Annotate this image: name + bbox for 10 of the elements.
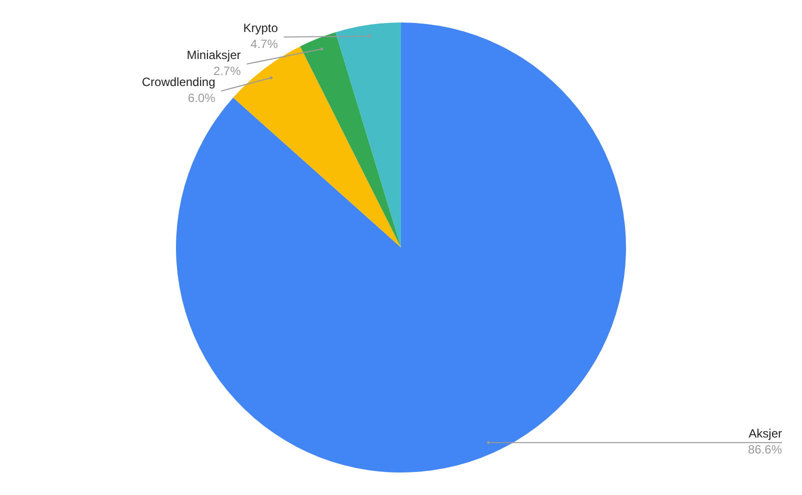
data-label: 4.7% <box>250 37 278 51</box>
pie-slice <box>336 22 401 248</box>
slice-label: Miniaksjer <box>186 48 241 62</box>
data-label: 86.6% <box>748 442 782 457</box>
pie-slice <box>300 32 401 248</box>
slice-label: Krypto <box>243 21 278 35</box>
slice-label: Aksjer <box>748 426 782 441</box>
slice-label: Crowdlending <box>142 75 216 89</box>
data-label: 6.0% <box>188 91 216 105</box>
data-label: 2.7% <box>213 64 242 78</box>
